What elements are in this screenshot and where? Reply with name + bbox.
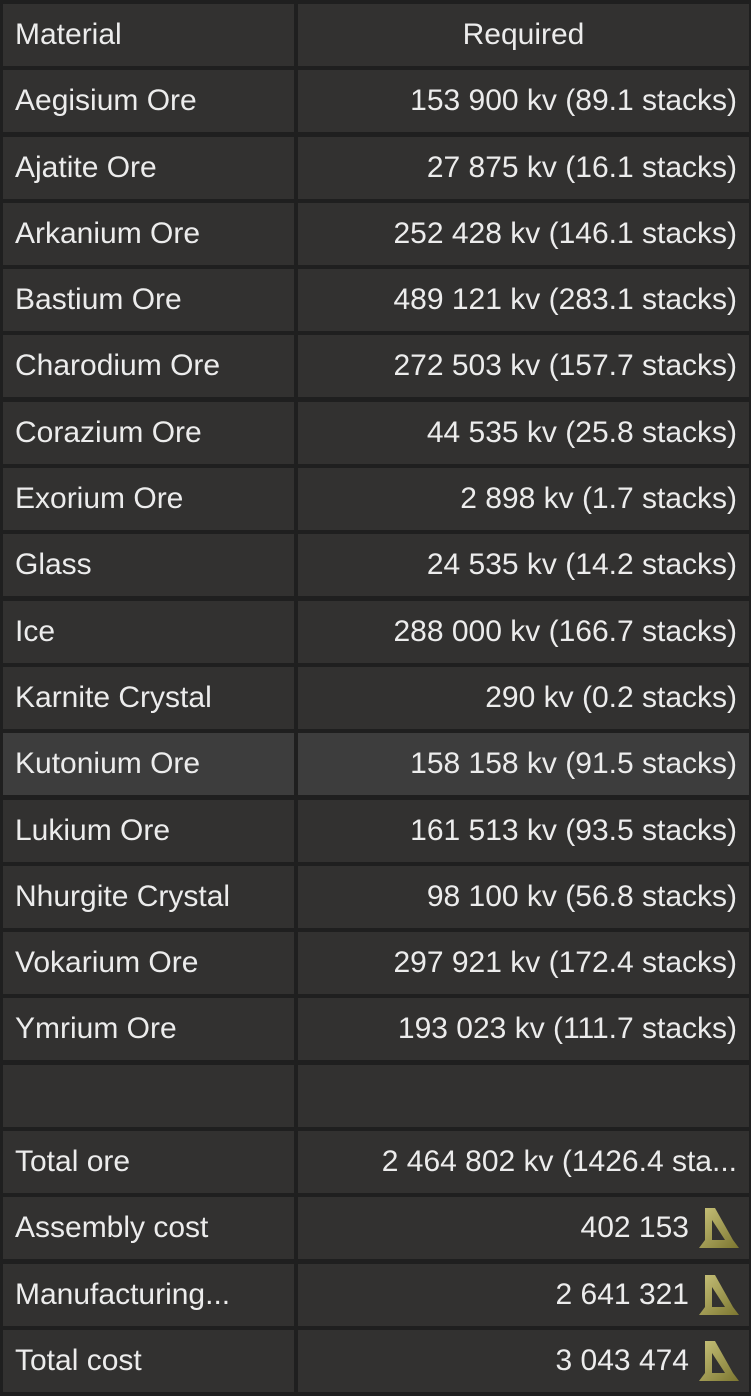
material-name: Arkanium Ore [3, 202, 294, 265]
empty-row [3, 1064, 749, 1127]
table-row[interactable]: Arkanium Ore 252 428 kv (146.1 stacks) [3, 202, 749, 265]
manufacturing-cost-value: 2 641 321 [555, 1277, 689, 1311]
material-name: Ice [3, 600, 294, 663]
material-required: 288 000 kv (166.7 stacks) [298, 600, 749, 663]
total-ore-row: Total ore 2 464 802 kv (1426.4 sta... [3, 1131, 749, 1194]
material-required: 193 023 kv (111.7 stacks) [298, 998, 749, 1061]
table-row[interactable]: Aegisium Ore 153 900 kv (89.1 stacks) [3, 70, 749, 133]
header-material[interactable]: Material [3, 4, 294, 66]
material-required: 272 503 kv (157.7 stacks) [298, 335, 749, 398]
table-header: Material Required [3, 4, 749, 66]
table-row[interactable]: Nhurgite Crystal 98 100 kv (56.8 stacks) [3, 865, 749, 928]
table-row[interactable]: Ajatite Ore 27 875 kv (16.1 stacks) [3, 136, 749, 199]
currency-icon [699, 1208, 739, 1249]
material-required: 489 121 kv (283.1 stacks) [298, 269, 749, 332]
material-required: 158 158 kv (91.5 stacks) [298, 733, 749, 796]
material-required: 290 kv (0.2 stacks) [298, 666, 749, 729]
material-name: Lukium Ore [3, 799, 294, 862]
material-required: 98 100 kv (56.8 stacks) [298, 865, 749, 928]
material-name: Kutonium Ore [3, 733, 294, 796]
total-cost-label: Total cost [3, 1329, 294, 1392]
table-row[interactable]: Vokarium Ore 297 921 kv (172.4 stacks) [3, 932, 749, 995]
material-name: Vokarium Ore [3, 932, 294, 995]
material-required: 24 535 kv (14.2 stacks) [298, 534, 749, 597]
material-name: Nhurgite Crystal [3, 865, 294, 928]
material-required: 297 921 kv (172.4 stacks) [298, 932, 749, 995]
assembly-cost-value: 402 153 [580, 1211, 689, 1245]
material-name: Glass [3, 534, 294, 597]
table-row[interactable]: Corazium Ore 44 535 kv (25.8 stacks) [3, 401, 749, 464]
material-required: 2 898 kv (1.7 stacks) [298, 468, 749, 531]
material-name: Charodium Ore [3, 335, 294, 398]
table-row[interactable]: Ice 288 000 kv (166.7 stacks) [3, 600, 749, 663]
material-required: 252 428 kv (146.1 stacks) [298, 202, 749, 265]
material-name: Karnite Crystal [3, 666, 294, 729]
material-name: Exorium Ore [3, 468, 294, 531]
material-name: Corazium Ore [3, 401, 294, 464]
header-required[interactable]: Required [298, 4, 749, 66]
total-ore-value: 2 464 802 kv (1426.4 sta... [298, 1131, 749, 1194]
total-cost-value: 3 043 474 [555, 1343, 689, 1377]
table-row[interactable]: Ymrium Ore 193 023 kv (111.7 stacks) [3, 998, 749, 1061]
table-row[interactable]: Exorium Ore 2 898 kv (1.7 stacks) [3, 468, 749, 531]
currency-icon [699, 1274, 739, 1315]
material-name: Aegisium Ore [3, 70, 294, 133]
material-required: 27 875 kv (16.1 stacks) [298, 136, 749, 199]
material-required: 153 900 kv (89.1 stacks) [298, 70, 749, 133]
table-row[interactable]: Bastium Ore 489 121 kv (283.1 stacks) [3, 269, 749, 332]
assembly-cost-row: Assembly cost 402 153 [3, 1197, 749, 1260]
manufacturing-cost-row: Manufacturing... 2 641 321 [3, 1263, 749, 1326]
materials-table: Material Required Aegisium Ore 153 900 kv… [3, 4, 749, 1396]
manufacturing-cost-label: Manufacturing... [3, 1263, 294, 1326]
currency-icon [699, 1340, 739, 1381]
total-cost-row: Total cost 3 043 474 [3, 1329, 749, 1392]
table-row[interactable]: Karnite Crystal 290 kv (0.2 stacks) [3, 666, 749, 729]
assembly-cost-label: Assembly cost [3, 1197, 294, 1260]
material-name: Ymrium Ore [3, 998, 294, 1061]
material-name: Ajatite Ore [3, 136, 294, 199]
table-row[interactable]: Glass 24 535 kv (14.2 stacks) [3, 534, 749, 597]
total-ore-label: Total ore [3, 1131, 294, 1194]
material-required: 44 535 kv (25.8 stacks) [298, 401, 749, 464]
table-row[interactable]: Kutonium Ore 158 158 kv (91.5 stacks) [3, 733, 749, 796]
table-row[interactable]: Lukium Ore 161 513 kv (93.5 stacks) [3, 799, 749, 862]
table-row[interactable]: Charodium Ore 272 503 kv (157.7 stacks) [3, 335, 749, 398]
material-name: Bastium Ore [3, 269, 294, 332]
material-required: 161 513 kv (93.5 stacks) [298, 799, 749, 862]
